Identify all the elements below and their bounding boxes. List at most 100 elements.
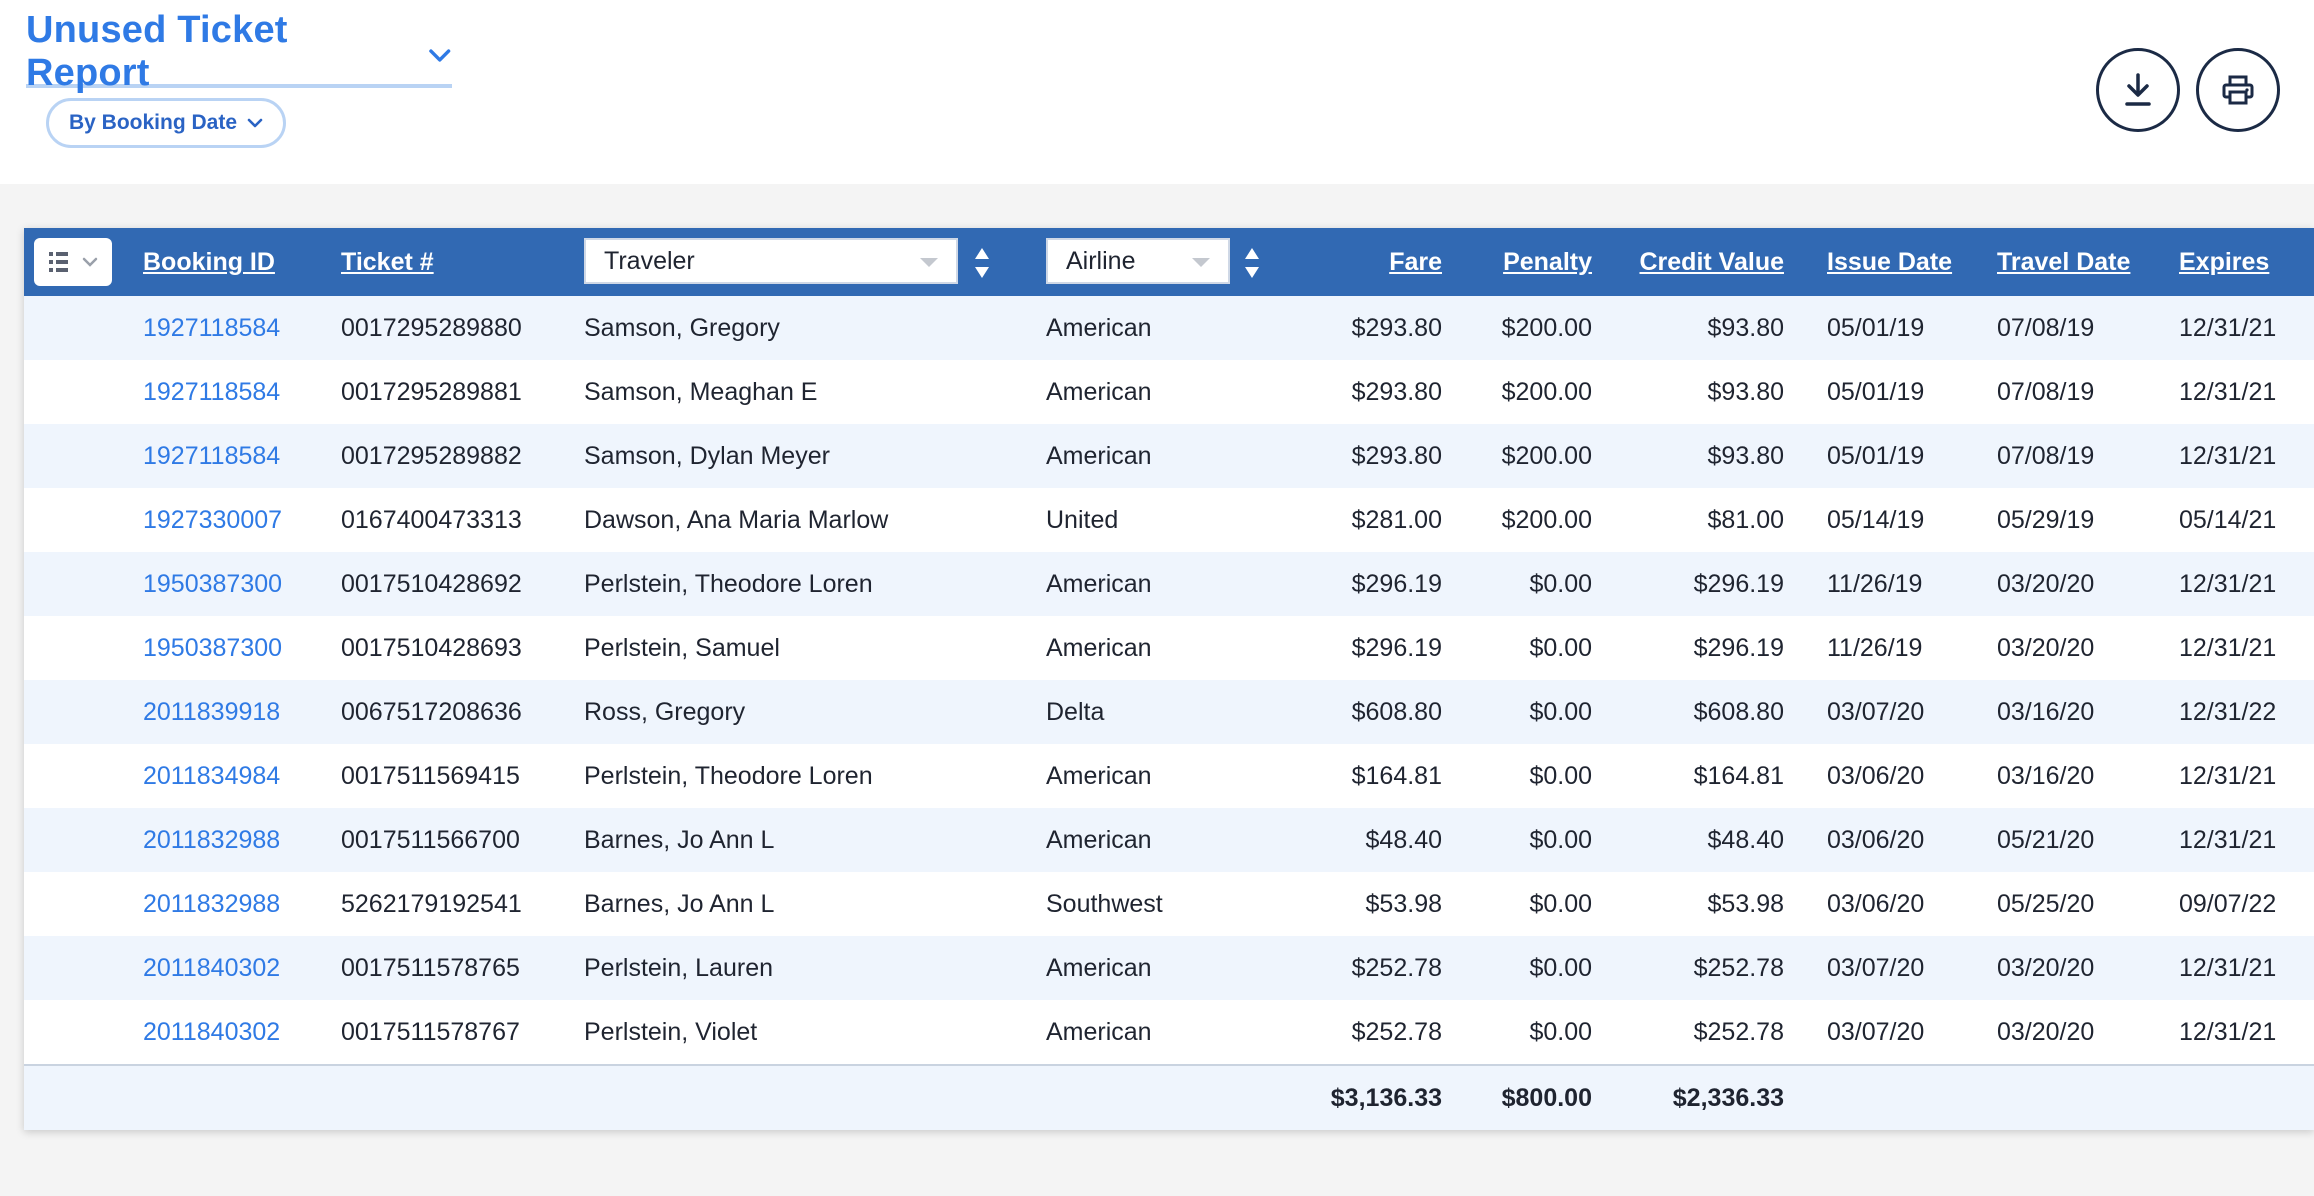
cell-travel-date: 07/08/19 (1997, 314, 2095, 342)
cell-fare: $252.78 (1351, 1018, 1442, 1046)
column-header-ticket[interactable]: Ticket # (341, 248, 434, 276)
cell-credit-value: $252.78 (1693, 1018, 1784, 1046)
cell-credit-value: $296.19 (1693, 570, 1784, 598)
cell-travel-date: 03/20/20 (1997, 634, 2095, 662)
cell-ticket: 0017511578765 (341, 954, 520, 982)
cell-traveler: Perlstein, Theodore Loren (584, 762, 873, 790)
traveler-filter-select[interactable]: Traveler (584, 238, 958, 284)
cell-booking-id[interactable]: 1950387300 (143, 634, 283, 662)
cell-ticket: 0017510428692 (341, 570, 522, 598)
cell-booking-id[interactable]: 1927118584 (143, 314, 281, 342)
cell-expires: 12/31/21 (2179, 570, 2277, 598)
cell-fare: $48.40 (1365, 826, 1442, 854)
cell-airline: American (1046, 442, 1152, 470)
cell-airline: American (1046, 826, 1152, 854)
cell-traveler: Barnes, Jo Ann L (584, 826, 775, 854)
download-button[interactable] (2096, 48, 2180, 132)
table-row: 1950387300 0017510428692 Perlstein, Theodo… (24, 552, 2314, 616)
cell-issue-date: 03/06/20 (1827, 826, 1925, 854)
cell-travel-date: 03/16/20 (1997, 698, 2095, 726)
cell-fare: $296.19 (1351, 634, 1442, 662)
booking-date-filter[interactable]: By Booking Date (46, 98, 286, 148)
table-header: Booking ID Ticket # Traveler Airline Far… (24, 228, 2314, 296)
caret-down-icon (920, 258, 938, 267)
cell-ticket: 0017295289882 (341, 442, 522, 470)
cell-fare: $281.00 (1351, 506, 1442, 534)
columns-icon (49, 252, 68, 272)
report-title-dropdown[interactable]: Unused Ticket Report (26, 9, 452, 94)
column-header-booking-id[interactable]: Booking ID (143, 248, 275, 276)
cell-ticket: 0017295289880 (341, 314, 522, 342)
filter-label: By Booking Date (68, 111, 238, 134)
column-header-issue-date[interactable]: Issue Date (1827, 248, 1953, 276)
column-header-expires[interactable]: Expires (2179, 248, 2270, 276)
total-credit-value: $2,336.33 (1672, 1084, 1784, 1112)
cell-expires: 12/31/21 (2179, 762, 2277, 790)
table-row: 2011832988 0017511566700 Barnes, Jo Ann L A… (24, 808, 2314, 872)
cell-booking-id[interactable]: 1950387300 (143, 570, 283, 598)
unused-ticket-table: Booking ID Ticket # Traveler Airline Far… (24, 228, 2314, 1130)
cell-expires: 12/31/21 (2179, 378, 2277, 406)
cell-traveler: Samson, Dylan Meyer (584, 442, 830, 470)
sort-icon[interactable] (1242, 246, 1262, 280)
cell-travel-date: 05/25/20 (1997, 890, 2095, 918)
caret-down-icon (1192, 258, 1210, 267)
cell-penalty: $0.00 (1529, 698, 1592, 726)
chevron-down-icon (429, 49, 451, 62)
cell-expires: 12/31/21 (2179, 442, 2277, 470)
cell-booking-id[interactable]: 1927330007 (143, 506, 283, 534)
cell-traveler: Dawson, Ana Maria Marlow (584, 506, 889, 534)
column-chooser-button[interactable] (34, 238, 112, 286)
column-header-credit-value[interactable]: Credit Value (1639, 248, 1785, 276)
cell-booking-id[interactable]: 2011832988 (143, 826, 281, 854)
print-icon (2222, 75, 2254, 105)
airline-filter-label: Airline (1066, 246, 1136, 275)
cell-issue-date: 11/26/19 (1827, 634, 1923, 662)
column-header-travel-date[interactable]: Travel Date (1997, 248, 2131, 276)
download-icon (2125, 73, 2151, 106)
cell-traveler: Perlstein, Violet (584, 1018, 758, 1046)
cell-airline: Delta (1046, 698, 1105, 726)
table-row: 1927118584 0017295289881 Samson, Meaghan E… (24, 360, 2314, 424)
column-header-penalty[interactable]: Penalty (1503, 248, 1592, 276)
chevron-down-icon (82, 257, 98, 267)
table-row: 2011839918 0067517208636 Ross, Gregory Delt… (24, 680, 2314, 744)
cell-expires: 05/14/21 (2179, 506, 2277, 534)
cell-traveler: Samson, Gregory (584, 314, 780, 342)
cell-ticket: 0017510428693 (341, 634, 522, 662)
report-header: Unused Ticket Report By Booking Date (0, 0, 2314, 184)
cell-booking-id[interactable]: 2011834984 (143, 762, 281, 790)
cell-fare: $296.19 (1351, 570, 1442, 598)
cell-booking-id[interactable]: 2011832988 (143, 890, 281, 918)
cell-travel-date: 03/20/20 (1997, 1018, 2095, 1046)
cell-credit-value: $93.80 (1707, 442, 1784, 470)
cell-booking-id[interactable]: 1927118584 (143, 378, 281, 406)
cell-fare: $293.80 (1351, 314, 1442, 342)
table-row: 2011832988 5262179192541 Barnes, Jo Ann L S… (24, 872, 2314, 936)
traveler-filter-label: Traveler (604, 246, 695, 275)
cell-airline: American (1046, 1018, 1152, 1046)
sort-icon[interactable] (972, 246, 992, 280)
cell-ticket: 0017511578767 (341, 1018, 520, 1046)
total-penalty: $800.00 (1501, 1084, 1592, 1112)
table-row: 1927118584 0017295289880 Samson, Gregory Am… (24, 296, 2314, 360)
cell-booking-id[interactable]: 2011839918 (143, 698, 281, 726)
cell-issue-date: 03/07/20 (1827, 698, 1925, 726)
cell-booking-id[interactable]: 1927118584 (143, 442, 281, 470)
table-row: 2011840302 0017511578767 Perlstein, Violet… (24, 1000, 2314, 1064)
cell-fare: $252.78 (1351, 954, 1442, 982)
cell-penalty: $0.00 (1529, 826, 1592, 854)
cell-booking-id[interactable]: 2011840302 (143, 954, 281, 982)
cell-issue-date: 05/01/19 (1827, 442, 1925, 470)
cell-booking-id[interactable]: 2011840302 (143, 1018, 281, 1046)
cell-travel-date: 03/20/20 (1997, 954, 2095, 982)
cell-airline: American (1046, 314, 1152, 342)
cell-airline: American (1046, 378, 1152, 406)
cell-fare: $53.98 (1365, 890, 1442, 918)
column-header-fare[interactable]: Fare (1389, 248, 1442, 276)
cell-issue-date: 03/06/20 (1827, 890, 1925, 918)
airline-filter-select[interactable]: Airline (1046, 238, 1230, 284)
cell-expires: 12/31/21 (2179, 826, 2277, 854)
print-button[interactable] (2196, 48, 2280, 132)
cell-credit-value: $164.81 (1693, 762, 1784, 790)
